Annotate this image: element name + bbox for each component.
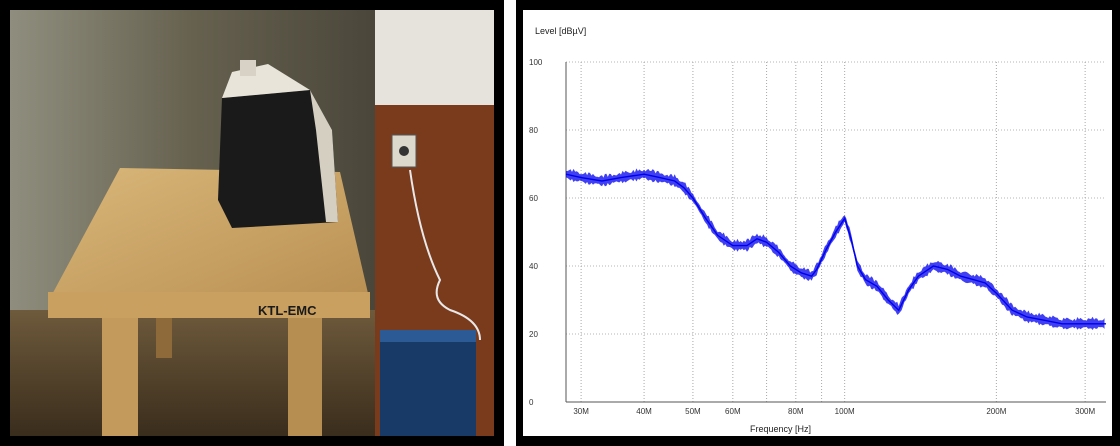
y-tick-label: 40 [529, 262, 538, 271]
x-tick-label: 100M [835, 407, 855, 416]
y-axis-title: Level [dBµV] [535, 26, 586, 36]
table-front-edge [48, 292, 370, 318]
blue-equipment-box [380, 330, 476, 436]
equipment-box-top [380, 330, 476, 342]
chart-panel: Level [dBµV] Frequency [Hz] 0 20 40 60 80 100… [516, 0, 1120, 446]
axes [565, 62, 1106, 403]
y-tick-label: 20 [529, 330, 538, 339]
y-tick-label: 0 [529, 398, 534, 407]
x-tick-label: 300M [1075, 407, 1095, 416]
tick-labels: 0 20 40 60 80 100 30M 40M 50M 60M 80M 100M 200M 300M [529, 58, 1095, 416]
monitor-stand [240, 60, 256, 76]
outlet-socket [399, 146, 409, 156]
series-line [565, 173, 1106, 325]
photo-panel: KTL-EMC [0, 0, 504, 446]
y-tick-label: 60 [529, 194, 538, 203]
table-leg-left [102, 318, 138, 436]
y-tick-label: 80 [529, 126, 538, 135]
wall-outlet [391, 134, 417, 168]
right-wall-upper [375, 10, 494, 105]
monitor-side-panel [310, 90, 338, 222]
x-tick-label: 40M [636, 407, 652, 416]
series-noise-band [566, 168, 1105, 330]
x-tick-label: 50M [685, 407, 701, 416]
chart-background [523, 10, 1112, 436]
x-tick-label: 30M [573, 407, 589, 416]
grid-lines [566, 61, 1106, 402]
test-setup-photo: KTL-EMC [10, 10, 494, 436]
monitor-housing [218, 90, 338, 228]
x-tick-label: 200M [986, 407, 1006, 416]
table-leg-right [288, 318, 322, 436]
x-axis-title: Frequency [Hz] [750, 424, 811, 434]
x-tick-label: 80M [788, 407, 804, 416]
power-cable [409, 169, 481, 341]
emission-spectrum-chart: Level [dBµV] Frequency [Hz] 0 20 40 60 80 100… [523, 10, 1112, 436]
x-tick-label: 60M [725, 407, 741, 416]
y-tick-label: 100 [529, 58, 543, 67]
table-leg-back [156, 318, 172, 358]
table-label: KTL-EMC [258, 303, 317, 318]
series-layer [565, 168, 1106, 330]
